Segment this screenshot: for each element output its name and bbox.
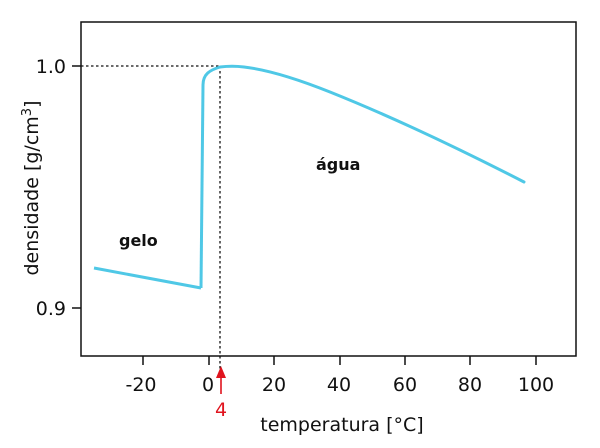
water-label: água [316,155,360,174]
x-tick-label: 0 [202,374,214,396]
x-tick-label: 100 [518,374,554,396]
x-tick-labels: -20 0 20 40 60 80 100 [125,374,554,396]
x-tick-label: 80 [458,374,482,396]
phase-transition-line [199,84,205,289]
y-axis-title-sup: 3 [20,108,35,116]
x-tick-label: 40 [327,374,351,396]
ice-label: gelo [119,231,158,250]
plot-frame [80,21,577,357]
x-tick-label: -20 [125,374,156,396]
ice-density-line [93,266,202,290]
x-tick-label: 20 [262,374,286,396]
y-axis-title-main: densidade [g/cm [21,116,43,275]
y-axis-title-end: ] [21,101,43,108]
y-tick-label-1.0: 1.0 [36,56,66,78]
max-density-temperature-label: 4 [215,399,227,421]
water-density-curve [201,64,526,184]
max-density-arrow-icon [216,366,226,394]
x-ticks [142,356,537,365]
y-axis-title: densidade [g/cm3] [20,101,43,276]
x-axis-title: temperatura [°C] [260,414,423,436]
y-tick-label-0.9: 0.9 [36,298,66,320]
x-tick-label: 60 [393,374,417,396]
